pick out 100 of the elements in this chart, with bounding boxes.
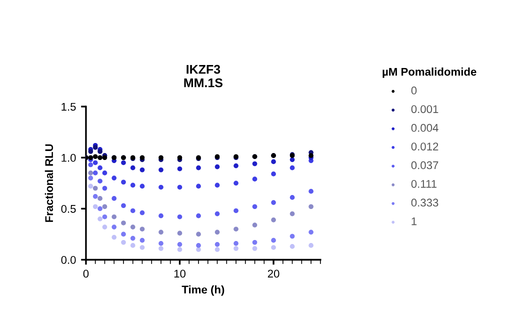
point (88, 184, 94, 189)
point (214, 182, 220, 188)
point (290, 195, 295, 200)
point (252, 204, 258, 210)
point (92, 204, 98, 210)
point (121, 220, 126, 226)
point (130, 243, 136, 248)
point (308, 153, 314, 158)
point (252, 222, 258, 228)
point (121, 203, 126, 208)
legend-label: 0.004 (411, 124, 438, 132)
point (98, 165, 102, 170)
point (98, 216, 102, 222)
point (140, 184, 145, 189)
point (140, 245, 145, 250)
legend-label: 0.333 (411, 198, 438, 207)
point (214, 242, 220, 247)
point (130, 208, 136, 214)
legend-title: µM Pomalidomide (382, 68, 476, 78)
point (196, 243, 201, 248)
legend-label: 1 (412, 217, 417, 226)
point (88, 176, 94, 180)
point (112, 224, 117, 230)
legend-label: 0.012 (411, 142, 438, 150)
point (102, 214, 108, 220)
point (252, 246, 258, 251)
point (92, 194, 98, 199)
point (271, 245, 276, 250)
point (112, 196, 117, 201)
point (252, 176, 258, 182)
point (140, 167, 145, 172)
point (177, 184, 182, 190)
y-tick-label: 0.0 (61, 256, 76, 264)
point (102, 204, 108, 210)
point (98, 206, 102, 212)
point (121, 232, 126, 237)
legend-label: 0.037 (411, 161, 438, 170)
point (130, 236, 136, 241)
point (130, 224, 136, 230)
point (177, 247, 182, 252)
point (214, 211, 220, 216)
point (308, 188, 314, 194)
point (98, 155, 102, 160)
point (88, 170, 94, 176)
point (234, 246, 238, 251)
point (130, 165, 136, 170)
point (177, 166, 182, 172)
point (140, 210, 145, 216)
point (271, 218, 276, 222)
point (158, 167, 164, 172)
point (271, 172, 276, 176)
point (92, 160, 98, 166)
point (290, 234, 295, 239)
point (112, 176, 117, 180)
point (92, 170, 98, 176)
point (290, 165, 295, 170)
point (121, 160, 126, 166)
point (214, 230, 220, 235)
x-tick-label: 10 (174, 270, 186, 278)
point (130, 182, 136, 188)
x-tick-label: 20 (268, 270, 280, 278)
point (140, 226, 145, 232)
point (290, 211, 295, 216)
point (308, 243, 314, 248)
point (121, 180, 126, 185)
point (92, 154, 98, 160)
point (92, 145, 98, 150)
point (196, 184, 201, 189)
point (234, 208, 238, 214)
point (271, 238, 276, 243)
point (177, 230, 182, 236)
point (112, 214, 117, 220)
x-axis-title: Time (h) (182, 285, 224, 296)
chart-title: IKZF3 MM.1S (184, 64, 222, 88)
point (88, 162, 94, 168)
point (308, 204, 314, 210)
point (234, 226, 238, 232)
point (102, 155, 108, 160)
point (271, 200, 276, 205)
point (308, 230, 314, 235)
point (98, 196, 102, 201)
point (234, 163, 238, 168)
point (98, 178, 102, 184)
y-tick-label: 0.5 (61, 204, 76, 213)
point (214, 247, 220, 252)
point (158, 184, 164, 190)
point (214, 164, 220, 170)
y-tick-label: 1.0 (62, 154, 76, 162)
point (158, 230, 164, 235)
point (102, 224, 108, 230)
point (158, 240, 164, 246)
y-axis-title: Fractional RLU (44, 144, 54, 222)
point (271, 159, 276, 164)
point (121, 240, 126, 245)
point (252, 161, 258, 166)
y-tick-label: 1.5 (62, 102, 76, 111)
point (158, 246, 164, 251)
point (196, 165, 201, 170)
point (92, 186, 98, 191)
legend-label: 0.001 (411, 105, 438, 114)
